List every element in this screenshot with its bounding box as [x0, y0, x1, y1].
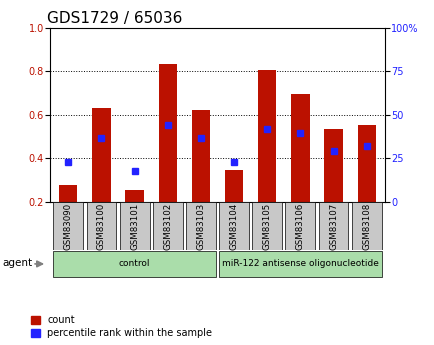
Text: GSM83101: GSM83101	[130, 203, 139, 249]
Bar	[59, 186, 77, 245]
Text: GSM83105: GSM83105	[262, 203, 271, 249]
Bar	[92, 108, 110, 245]
FancyBboxPatch shape	[318, 202, 348, 250]
Text: GDS1729 / 65036: GDS1729 / 65036	[46, 11, 182, 27]
Bar	[291, 94, 309, 245]
Bar	[191, 110, 210, 245]
Bar	[257, 70, 276, 245]
Text: GSM83107: GSM83107	[328, 203, 337, 249]
FancyBboxPatch shape	[119, 202, 149, 250]
FancyBboxPatch shape	[152, 202, 182, 250]
FancyBboxPatch shape	[219, 202, 248, 250]
Text: agent: agent	[2, 258, 32, 268]
Bar	[158, 63, 177, 245]
Text: GSM83090: GSM83090	[64, 203, 72, 249]
Legend: count, percentile rank within the sample: count, percentile rank within the sample	[31, 315, 212, 338]
Text: GSM83108: GSM83108	[362, 203, 370, 249]
Text: GSM83106: GSM83106	[295, 203, 304, 249]
Bar	[324, 129, 342, 245]
FancyBboxPatch shape	[252, 202, 282, 250]
Bar	[224, 170, 243, 245]
FancyBboxPatch shape	[219, 250, 381, 277]
Text: GSM83103: GSM83103	[196, 203, 205, 249]
Text: control: control	[118, 259, 150, 268]
FancyBboxPatch shape	[53, 250, 215, 277]
Text: miR-122 antisense oligonucleotide: miR-122 antisense oligonucleotide	[221, 259, 378, 268]
Text: GSM83104: GSM83104	[229, 203, 238, 249]
FancyBboxPatch shape	[186, 202, 215, 250]
Text: GSM83102: GSM83102	[163, 203, 172, 249]
Bar	[357, 125, 375, 245]
FancyBboxPatch shape	[351, 202, 381, 250]
Bar	[125, 190, 143, 245]
Text: GSM83100: GSM83100	[97, 203, 106, 249]
FancyBboxPatch shape	[86, 202, 116, 250]
FancyBboxPatch shape	[53, 202, 83, 250]
FancyBboxPatch shape	[285, 202, 315, 250]
